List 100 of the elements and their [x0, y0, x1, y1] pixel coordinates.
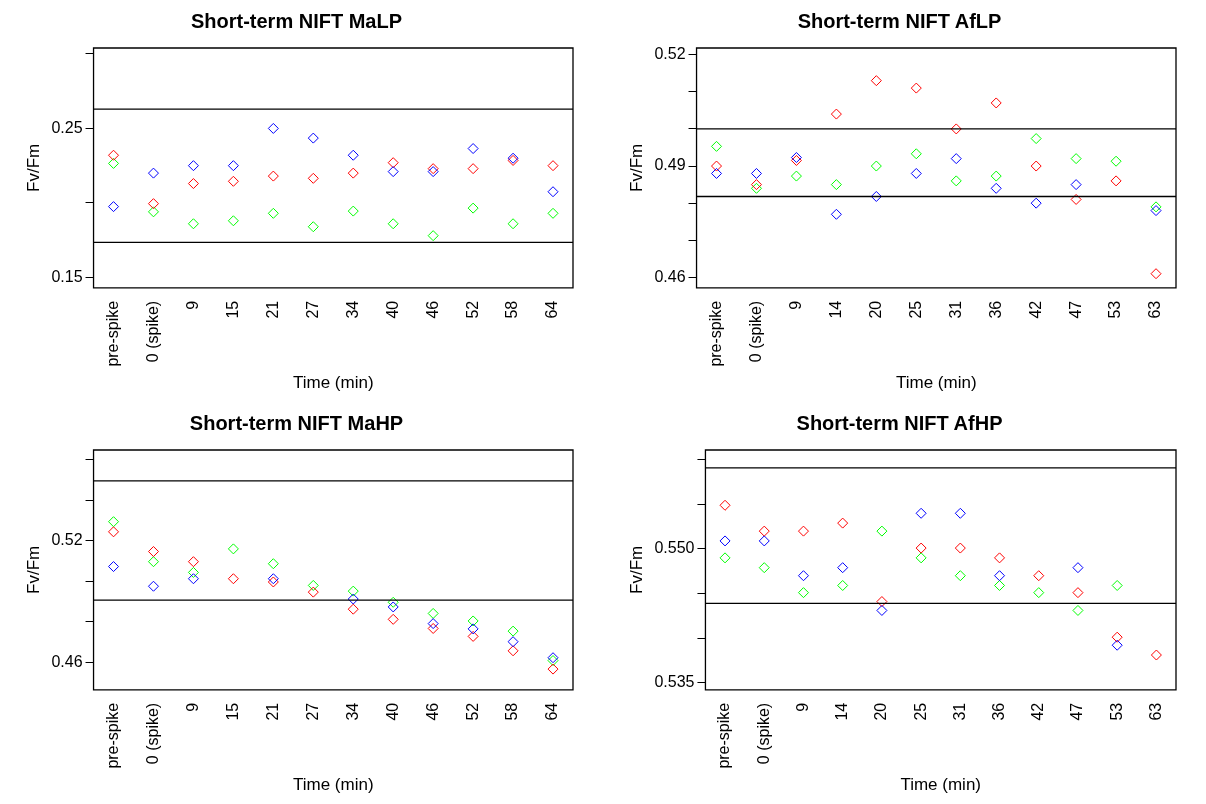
point — [1150, 205, 1162, 217]
point — [1111, 631, 1123, 643]
point — [187, 178, 199, 190]
point — [307, 579, 319, 591]
point — [227, 175, 239, 187]
point — [347, 149, 359, 161]
point — [427, 607, 439, 619]
y-axis-title: Fv/Fm — [626, 143, 646, 192]
point — [876, 604, 888, 616]
point — [267, 558, 279, 570]
point — [758, 535, 770, 547]
point — [467, 163, 479, 175]
point — [797, 570, 809, 582]
point — [750, 167, 762, 179]
point — [1070, 193, 1082, 205]
point — [467, 143, 479, 155]
point — [467, 615, 479, 627]
point — [108, 526, 120, 538]
x-axis-title: Time (min) — [895, 373, 977, 393]
point — [147, 556, 159, 568]
x-tick-label: pre-spike — [706, 300, 724, 367]
chart-title: Short-term NIFT MaLP — [190, 9, 403, 32]
x-tick-label: 34 — [343, 300, 361, 319]
x-tick-label: 25 — [911, 702, 929, 721]
point — [1033, 570, 1045, 582]
chart-title: Short-term NIFT AfHP — [796, 411, 1003, 434]
point — [387, 166, 399, 178]
point — [837, 580, 849, 591]
point — [307, 172, 319, 184]
point — [994, 580, 1006, 591]
y-axis-title: Fv/Fm — [23, 143, 43, 192]
x-tick-label: 0 (spike) — [754, 702, 772, 765]
x-tick-label: 27 — [303, 702, 321, 721]
point — [187, 556, 199, 568]
point — [187, 573, 199, 585]
point — [711, 140, 723, 152]
point — [227, 160, 239, 172]
x-tick-label: 15 — [223, 702, 241, 721]
x-tick-label: 20 — [866, 300, 884, 319]
y-tick-label: 0.550 — [654, 539, 695, 557]
x-tick-label: 14 — [826, 300, 844, 319]
point — [950, 153, 962, 165]
point — [1070, 179, 1082, 191]
point — [915, 552, 927, 564]
point — [467, 623, 479, 635]
point — [467, 202, 479, 214]
x-tick-label: 47 — [1068, 702, 1086, 721]
point — [797, 525, 809, 537]
y-axis-title: Fv/Fm — [626, 545, 646, 594]
point — [1110, 155, 1122, 167]
point — [837, 562, 849, 574]
point — [507, 218, 519, 230]
point — [950, 175, 962, 187]
point — [267, 122, 279, 134]
y-tick-label: 0.25 — [51, 118, 83, 136]
point — [108, 149, 120, 161]
point — [1072, 587, 1084, 599]
y-tick-label: 0.52 — [654, 45, 686, 63]
point — [719, 535, 731, 547]
x-tick-label: 14 — [833, 702, 851, 721]
point — [876, 596, 888, 608]
point — [954, 507, 966, 519]
x-tick-label: 58 — [503, 300, 521, 319]
point — [1030, 160, 1042, 172]
point — [797, 587, 809, 599]
x-tick-label: 64 — [543, 702, 561, 721]
point — [147, 167, 159, 179]
point — [347, 585, 359, 597]
y-tick-label: 0.49 — [654, 156, 686, 174]
point — [830, 108, 842, 120]
x-tick-label: 20 — [872, 702, 890, 721]
point — [830, 179, 842, 191]
x-tick-label: 52 — [463, 702, 481, 721]
point — [227, 573, 239, 585]
point — [870, 190, 882, 202]
point — [915, 507, 927, 519]
point — [915, 542, 927, 554]
x-axis-title: Time (min) — [292, 775, 374, 795]
point — [910, 167, 922, 179]
x-tick-label: 42 — [1026, 300, 1044, 319]
x-tick-label: 64 — [543, 300, 561, 319]
x-tick-label: 21 — [263, 702, 281, 721]
point — [994, 570, 1006, 582]
point — [1072, 562, 1084, 574]
point — [387, 613, 399, 625]
point — [267, 170, 279, 182]
point — [790, 170, 802, 182]
point — [910, 82, 922, 94]
point — [307, 221, 319, 233]
x-tick-label: 58 — [503, 702, 521, 721]
point — [427, 230, 439, 242]
x-tick-label: 27 — [303, 300, 321, 319]
x-tick-label: 53 — [1106, 300, 1124, 319]
y-tick-label: 0.46 — [51, 652, 83, 670]
point — [307, 132, 319, 144]
point — [347, 167, 359, 179]
x-tick-label: 36 — [986, 300, 1004, 319]
point — [1030, 133, 1042, 145]
point — [954, 570, 966, 582]
point — [307, 586, 319, 598]
